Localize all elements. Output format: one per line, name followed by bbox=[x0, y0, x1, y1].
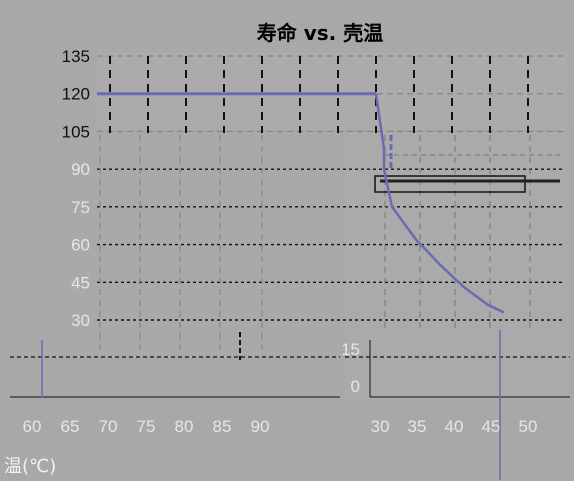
x-tick-label: 60 bbox=[23, 417, 42, 436]
x-tick-label: 30 bbox=[371, 417, 390, 436]
y-tick-label: 75 bbox=[71, 198, 90, 217]
x-tick-label: 75 bbox=[137, 417, 156, 436]
grid bbox=[10, 55, 570, 398]
chart-title: 寿命 vs. 壳温 bbox=[257, 21, 383, 45]
x-tick-label: 80 bbox=[175, 417, 194, 436]
y-tick-label: 0 bbox=[351, 377, 360, 396]
x-tick-label: 45 bbox=[482, 417, 501, 436]
y-tick-label: 90 bbox=[71, 160, 90, 179]
knee-box bbox=[374, 175, 526, 193]
x-tick-label: 70 bbox=[99, 417, 118, 436]
y-tick-label: 135 bbox=[62, 47, 90, 66]
x-axis-title: 温(℃) bbox=[4, 456, 56, 477]
x-tick-label: 50 bbox=[519, 417, 538, 436]
x-tick-label: 85 bbox=[213, 417, 232, 436]
series bbox=[41, 92, 505, 480]
upper-plot-area bbox=[97, 52, 567, 130]
x-tick-label: 65 bbox=[61, 417, 80, 436]
y-tick-label: 60 bbox=[71, 236, 90, 255]
tick-labels: 135 120 105 90 75 60 45 30 15 0 60 65 70 75 80 85 90 30 35… bbox=[23, 47, 538, 436]
y-tick-label: 105 bbox=[62, 122, 90, 141]
y-tick-label: 15 bbox=[341, 340, 360, 359]
series-line-decay bbox=[374, 93, 505, 314]
y-tick-label: 30 bbox=[71, 311, 90, 330]
right-plot-area bbox=[345, 132, 570, 402]
y-tick-label: 120 bbox=[62, 85, 90, 104]
x-tick-label: 40 bbox=[445, 417, 464, 436]
x-tick-label: 35 bbox=[408, 417, 427, 436]
x-tick-label: 90 bbox=[251, 417, 270, 436]
y-tick-label: 45 bbox=[71, 273, 90, 292]
